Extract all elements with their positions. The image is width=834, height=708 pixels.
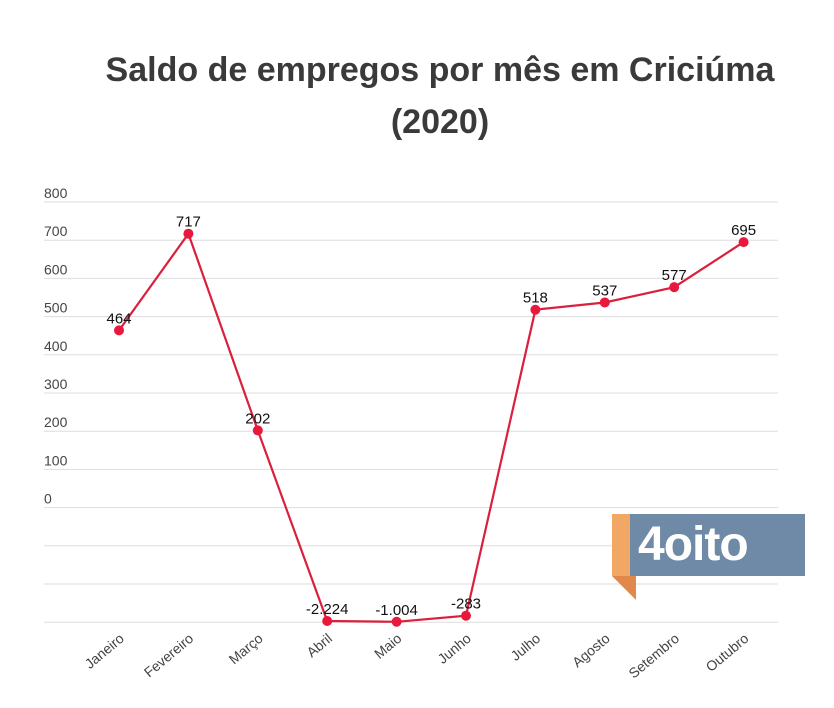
x-tick-label: Outubro [702,630,751,675]
data-point [391,616,402,627]
data-points [114,228,749,627]
data-label: -283 [451,596,481,613]
y-axis-ticks: 800 700 600 500 400 300 200 100 0 [44,185,68,507]
data-point [114,325,124,336]
x-tick-label: Junho [434,630,474,667]
gridlines [44,201,778,623]
y-tick-label: 300 [44,376,68,392]
chart-title: Saldo de empregos por mês em Criciúma (2… [60,44,820,148]
brand-logo: 4oito [612,514,805,600]
chart-title-line1: Saldo de empregos por mês em Criciúma [105,51,775,89]
data-point [530,304,541,315]
logo-fold [612,576,636,600]
x-tick-label: Setembro [625,630,682,681]
y-tick-label: 600 [44,261,68,277]
data-label: 202 [245,410,270,427]
data-label: -2.224 [306,601,349,618]
logo-box [630,514,805,576]
data-point [738,237,749,248]
x-tick-label: Março [226,630,266,667]
data-point [183,228,194,239]
data-label: 537 [592,282,617,299]
data-point [599,297,610,308]
x-tick-label: Julho [507,630,543,664]
data-point [669,282,680,293]
data-point [461,610,471,621]
x-axis-ticks: Janeiro Fevereiro Março Abril Maio Junho Julho… [81,630,751,681]
y-tick-label: 700 [44,223,68,239]
x-tick-label: Agosto [569,630,613,670]
y-tick-label: 200 [44,414,68,430]
data-label: 464 [106,310,131,327]
series-line [118,231,745,623]
y-tick-label: 800 [44,185,68,201]
data-label: 717 [176,214,201,231]
data-label: 577 [662,267,687,284]
data-label: 695 [731,222,756,239]
data-labels: 464 717 202 -2.224 -1.004 -283 518 537 577 695 [106,214,756,619]
data-point [322,616,333,626]
x-tick-label: Abril [303,630,335,660]
data-label: -1.004 [375,602,418,619]
x-tick-label: Fevereiro [141,630,197,680]
x-tick-label: Maio [371,630,405,662]
y-tick-label: 400 [44,338,68,354]
y-tick-label: 0 [44,491,52,507]
data-point [252,425,263,436]
data-label: 518 [523,290,548,307]
y-tick-label: 100 [44,452,68,468]
y-tick-label: 500 [44,300,68,316]
chart-title-line2: (2020) [390,103,490,141]
logo-text: 4oito [638,518,749,571]
x-tick-label: Janeiro [81,630,127,672]
